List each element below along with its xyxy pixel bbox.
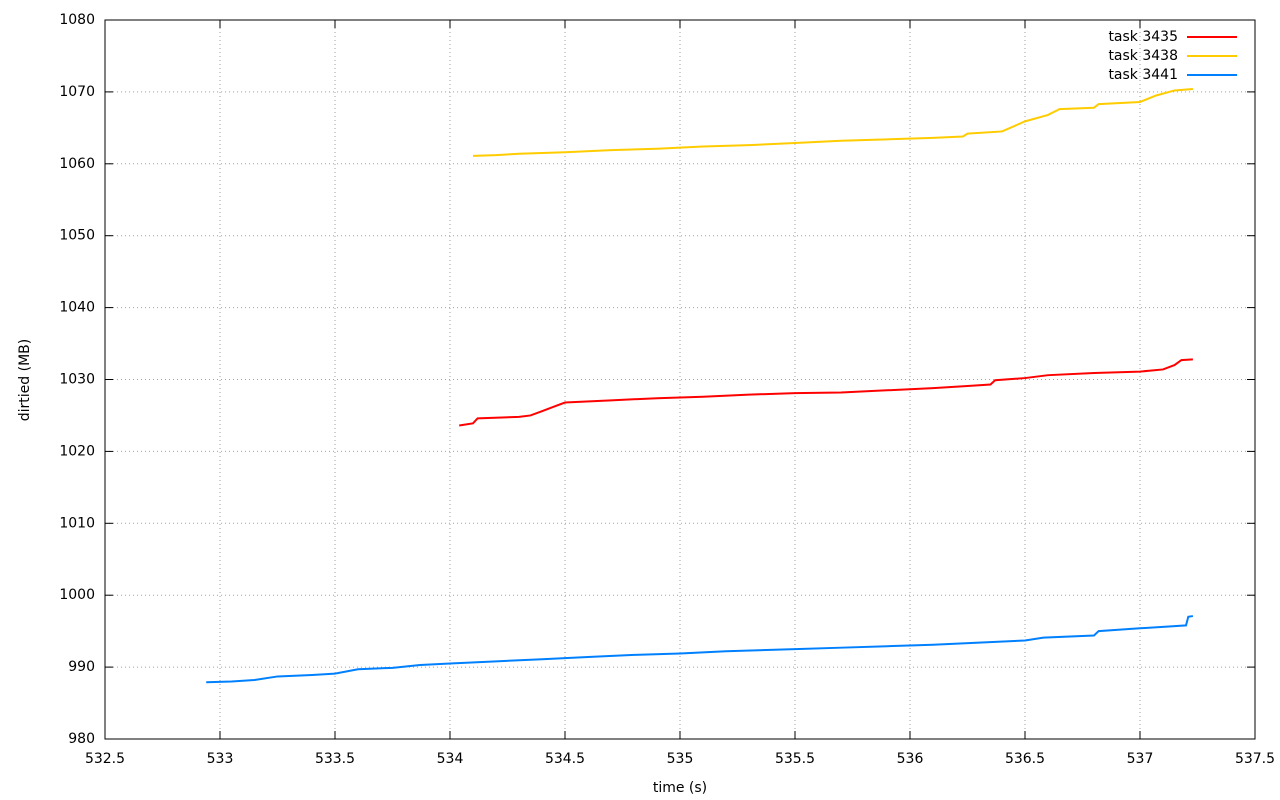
y-tick-label: 1060 — [59, 156, 95, 172]
legend-label: task 3435 — [1108, 29, 1178, 45]
x-tick-label: 537.5 — [1235, 751, 1275, 767]
x-axis-label: time (s) — [653, 780, 707, 796]
series-line — [206, 615, 1194, 684]
y-tick-label: 990 — [68, 659, 95, 675]
x-tick-label: 533.5 — [315, 751, 355, 767]
y-tick-label: 1030 — [59, 372, 95, 388]
y-tick-label: 1000 — [59, 587, 95, 603]
x-tick-label: 534 — [437, 751, 464, 767]
legend-label: task 3438 — [1108, 48, 1178, 64]
x-tick-label: 535 — [667, 751, 694, 767]
x-tick-label: 536 — [897, 751, 924, 767]
y-tick-label: 1050 — [59, 228, 95, 244]
plot-border — [104, 19, 1256, 740]
x-tick-label: 534.5 — [545, 751, 585, 767]
y-tick-label: 1040 — [59, 300, 95, 316]
legend-label: task 3441 — [1108, 67, 1178, 83]
y-axis-label: dirtied (MB) — [17, 339, 33, 421]
x-tick-label: 532.5 — [85, 751, 125, 767]
y-tick-label: 1070 — [59, 84, 95, 100]
x-tick-label: 537 — [1127, 751, 1154, 767]
series-line — [459, 358, 1193, 427]
x-tick-label: 533 — [207, 751, 234, 767]
x-tick-label: 536.5 — [1005, 751, 1045, 767]
y-tick-label: 980 — [68, 731, 95, 747]
y-tick-label: 1080 — [59, 12, 95, 28]
series-line — [472, 88, 1193, 157]
x-tick-label: 535.5 — [775, 751, 815, 767]
y-tick-label: 1010 — [59, 515, 95, 531]
y-tick-label: 1020 — [59, 443, 95, 459]
